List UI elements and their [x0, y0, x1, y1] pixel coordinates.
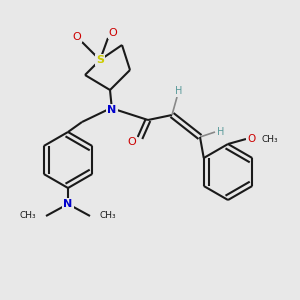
Text: CH₃: CH₃ [100, 212, 117, 220]
Text: O: O [128, 137, 136, 147]
Text: H: H [175, 86, 183, 96]
Text: N: N [63, 199, 73, 209]
Text: CH₃: CH₃ [20, 212, 36, 220]
Text: O: O [109, 28, 117, 38]
Text: N: N [107, 105, 117, 115]
Text: H: H [217, 127, 225, 137]
Text: O: O [247, 134, 255, 144]
Text: CH₃: CH₃ [262, 134, 279, 143]
Text: O: O [73, 32, 81, 42]
Text: S: S [96, 55, 104, 65]
